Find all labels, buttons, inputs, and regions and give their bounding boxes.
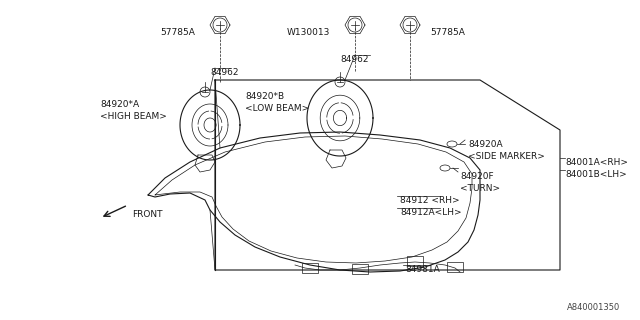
Bar — [407, 256, 423, 266]
Text: <TURN>: <TURN> — [460, 184, 500, 193]
Text: <LOW BEAM>: <LOW BEAM> — [245, 104, 309, 113]
Text: <SIDE MARKER>: <SIDE MARKER> — [468, 152, 545, 161]
Text: 84912A<LH>: 84912A<LH> — [400, 208, 461, 217]
Text: 84962: 84962 — [340, 55, 369, 64]
Text: <HIGH BEAM>: <HIGH BEAM> — [100, 112, 167, 121]
Bar — [447, 262, 463, 272]
Text: 84920*B: 84920*B — [245, 92, 284, 101]
Text: 57785A: 57785A — [160, 28, 195, 37]
Text: 57785A: 57785A — [430, 28, 465, 37]
Text: 84001A<RH>: 84001A<RH> — [565, 158, 628, 167]
Text: 84920A: 84920A — [468, 140, 502, 149]
Text: 84962: 84962 — [210, 68, 239, 77]
Text: FRONT: FRONT — [132, 210, 163, 219]
Text: 84920*A: 84920*A — [100, 100, 139, 109]
Text: 84920F: 84920F — [460, 172, 493, 181]
Text: A840001350: A840001350 — [567, 303, 620, 312]
Text: 84001B<LH>: 84001B<LH> — [565, 170, 627, 179]
Bar — [352, 264, 368, 274]
Text: 84981A: 84981A — [405, 265, 440, 274]
Text: 84912 <RH>: 84912 <RH> — [400, 196, 460, 205]
Bar — [302, 263, 318, 273]
Text: W130013: W130013 — [287, 28, 330, 37]
